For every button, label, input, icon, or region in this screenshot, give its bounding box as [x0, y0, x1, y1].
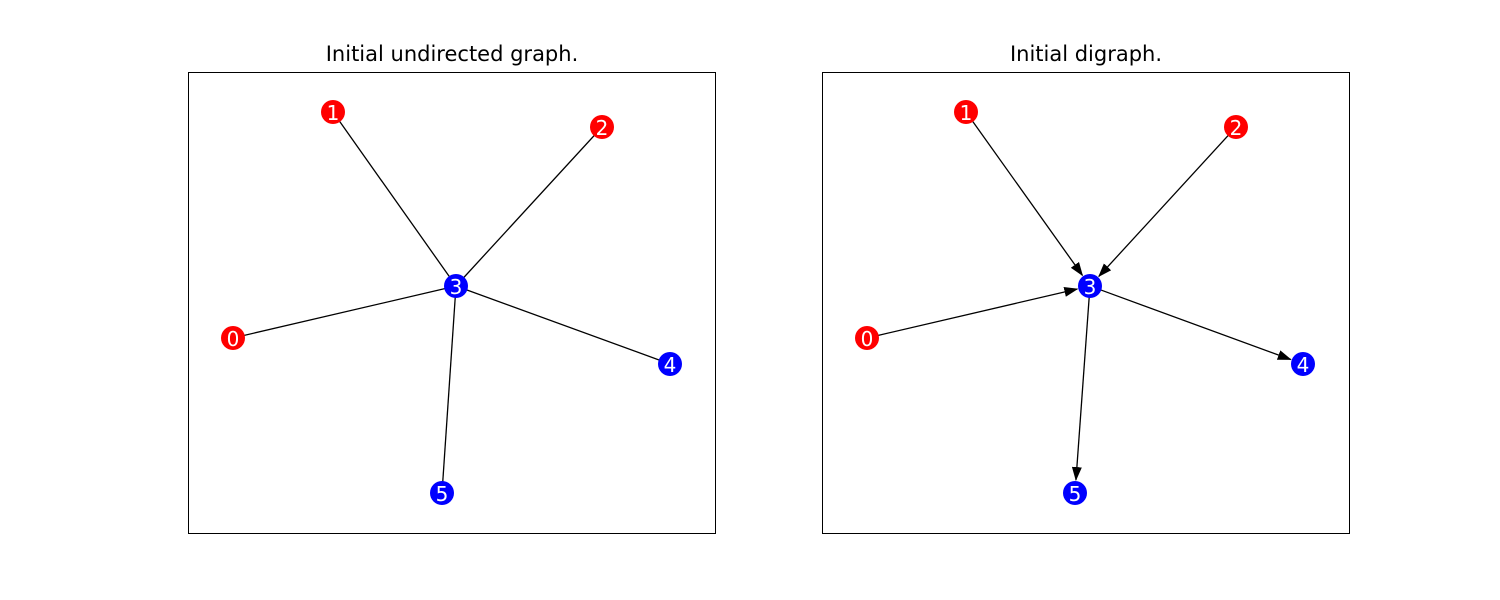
left-node-3	[444, 274, 468, 298]
right-node-0	[855, 326, 879, 350]
right-graph: 0 1 2 3 4 5	[855, 100, 1315, 506]
right-node-label-3: 3	[1084, 275, 1097, 299]
right-edge-2-3	[1098, 133, 1230, 278]
right-node-label-5: 5	[1069, 482, 1082, 506]
right-node-3	[1078, 274, 1102, 298]
right-node-label-0: 0	[861, 327, 874, 351]
left-node-label-3: 3	[450, 275, 463, 299]
left-node-label-4: 4	[664, 353, 677, 377]
left-node-2	[590, 115, 614, 139]
right-panel-frame	[822, 72, 1350, 534]
right-node-label-4: 4	[1297, 353, 1310, 377]
left-node-5	[430, 481, 454, 505]
left-node-label-5: 5	[436, 482, 449, 506]
left-edge-0-3	[232, 285, 457, 339]
left-node-4	[658, 352, 682, 376]
left-edge-3-4	[455, 285, 671, 365]
right-node-5	[1063, 481, 1087, 505]
left-edge-1-3	[332, 111, 457, 287]
left-node-label-1: 1	[327, 101, 340, 125]
left-panel-title: Initial undirected graph.	[325, 42, 579, 66]
left-graph: 0 1 2 3 4 5	[221, 100, 682, 506]
right-edge-3-5	[1071, 295, 1090, 482]
right-node-label-1: 1	[960, 101, 973, 125]
right-edge-1-3	[971, 119, 1084, 277]
left-node-0	[221, 326, 245, 350]
left-edge-2-3	[455, 126, 603, 287]
right-node-label-2: 2	[1230, 116, 1243, 140]
right-node-1	[954, 100, 978, 124]
right-edge-3-4	[1099, 288, 1292, 361]
right-node-2	[1224, 115, 1248, 139]
right-panel-title: Initial digraph.	[1009, 42, 1163, 66]
right-edge-0-3	[876, 287, 1079, 337]
left-node-label-2: 2	[596, 116, 609, 140]
left-node-label-0: 0	[227, 327, 240, 351]
right-node-4	[1291, 352, 1315, 376]
left-node-1	[321, 100, 345, 124]
left-edge-3-5	[441, 285, 457, 494]
left-panel-frame	[188, 72, 716, 534]
